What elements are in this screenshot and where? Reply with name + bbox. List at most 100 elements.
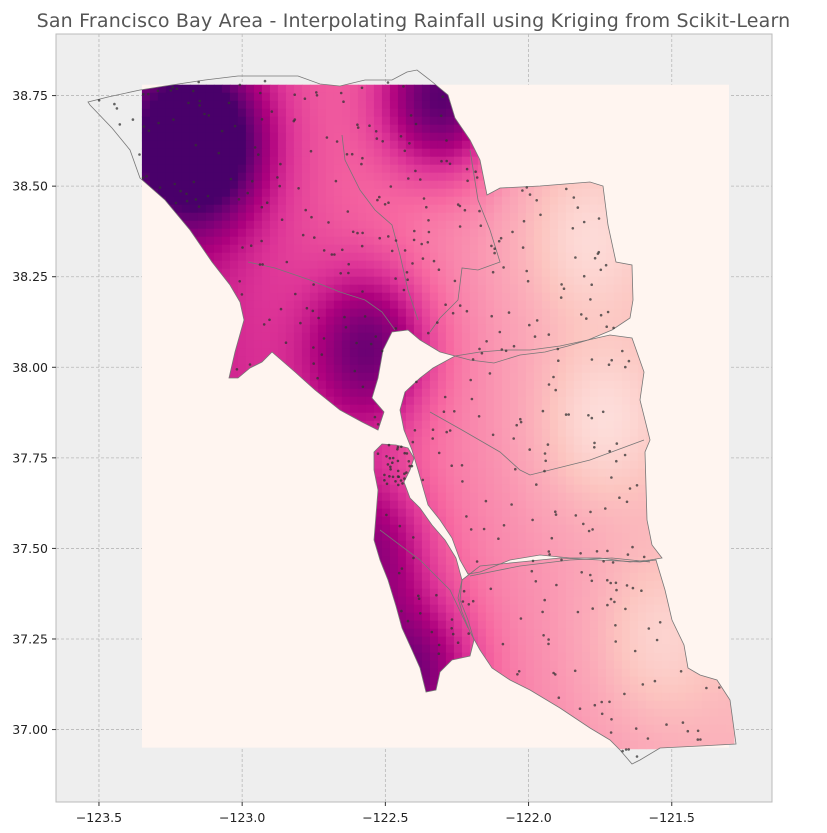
heatmap-cell bbox=[445, 252, 455, 262]
heatmap-cell bbox=[557, 196, 567, 206]
heatmap-cell bbox=[389, 564, 399, 574]
heatmap-cell bbox=[429, 108, 439, 118]
heatmap-cell bbox=[341, 356, 351, 366]
heatmap-cell bbox=[349, 108, 359, 118]
heatmap-cell bbox=[341, 132, 351, 142]
heatmap-cell bbox=[253, 324, 263, 334]
heatmap-cell bbox=[229, 284, 239, 294]
heatmap-cell bbox=[549, 468, 559, 478]
heatmap-cell bbox=[645, 588, 655, 598]
heatmap-cell bbox=[573, 556, 583, 566]
heatmap-cell bbox=[477, 228, 487, 238]
heatmap-cell bbox=[541, 220, 551, 230]
heatmap-cell bbox=[237, 276, 247, 286]
heatmap-cell bbox=[589, 420, 599, 430]
heatmap-cell bbox=[397, 524, 407, 534]
heatmap-cell bbox=[197, 148, 207, 158]
heatmap-cell bbox=[557, 412, 567, 422]
heatmap-cell bbox=[205, 236, 215, 246]
heatmap-cell bbox=[549, 244, 559, 254]
heatmap-cell bbox=[493, 204, 503, 214]
heatmap-cell bbox=[645, 580, 655, 590]
heatmap-cell bbox=[397, 284, 407, 294]
heatmap-cell bbox=[477, 460, 487, 470]
heatmap-cell bbox=[437, 388, 447, 398]
heatmap-cell bbox=[413, 308, 423, 318]
heatmap-cell bbox=[661, 612, 671, 622]
heatmap-cell bbox=[621, 292, 631, 302]
heatmap-cell bbox=[341, 372, 351, 382]
heatmap-cell bbox=[341, 156, 351, 166]
heatmap-cell bbox=[261, 276, 271, 286]
heatmap-cell bbox=[381, 140, 391, 150]
heatmap-cell bbox=[445, 612, 455, 622]
heatmap-cell bbox=[485, 500, 495, 510]
heatmap-cell bbox=[613, 500, 623, 510]
heatmap-cell bbox=[509, 596, 519, 606]
heatmap-cell bbox=[325, 124, 335, 134]
heatmap-cell bbox=[565, 236, 575, 246]
heatmap-cell bbox=[397, 188, 407, 198]
heatmap-cell bbox=[421, 132, 431, 142]
heatmap-cell bbox=[437, 404, 447, 414]
heatmap-cell bbox=[365, 332, 375, 342]
heatmap-cell bbox=[573, 324, 583, 334]
heatmap-cell bbox=[573, 500, 583, 510]
heatmap-cell bbox=[141, 100, 151, 110]
heatmap-cell bbox=[469, 316, 479, 326]
heatmap-cell bbox=[349, 284, 359, 294]
heatmap-cell bbox=[421, 420, 431, 430]
heatmap-cell bbox=[261, 292, 271, 302]
heatmap-cell bbox=[469, 148, 479, 158]
heatmap-cell bbox=[493, 372, 503, 382]
heatmap-cell bbox=[373, 324, 383, 334]
heatmap-cell bbox=[293, 132, 303, 142]
heatmap-cell bbox=[229, 212, 239, 222]
heatmap-cell bbox=[461, 292, 471, 302]
heatmap-cell bbox=[613, 356, 623, 366]
heatmap-cell bbox=[501, 244, 511, 254]
heatmap-cell bbox=[341, 108, 351, 118]
heatmap-cell bbox=[341, 140, 351, 150]
heatmap-cell bbox=[605, 460, 615, 470]
heatmap-cell bbox=[597, 284, 607, 294]
heatmap-cell bbox=[429, 436, 439, 446]
heatmap-cell bbox=[245, 244, 255, 254]
heatmap-cell bbox=[421, 284, 431, 294]
heatmap-cell bbox=[293, 340, 303, 350]
heatmap-cell bbox=[469, 516, 479, 526]
heatmap-cell bbox=[621, 484, 631, 494]
heatmap-cell bbox=[245, 100, 255, 110]
heatmap-cell bbox=[573, 404, 583, 414]
heatmap-cell bbox=[509, 508, 519, 518]
heatmap-cell bbox=[389, 524, 399, 534]
heatmap-cell bbox=[389, 588, 399, 598]
heatmap-cell bbox=[565, 252, 575, 262]
heatmap-cell bbox=[149, 100, 159, 110]
heatmap-cell bbox=[445, 420, 455, 430]
heatmap-cell bbox=[397, 532, 407, 542]
heatmap-cell bbox=[573, 292, 583, 302]
heatmap-cell bbox=[445, 124, 455, 134]
heatmap-cell bbox=[197, 108, 207, 118]
heatmap-cell bbox=[349, 356, 359, 366]
heatmap-cell bbox=[389, 204, 399, 214]
heatmap-cell bbox=[557, 356, 567, 366]
heatmap-cell bbox=[445, 412, 455, 422]
heatmap-cell bbox=[597, 188, 607, 198]
heatmap-cell bbox=[381, 468, 391, 478]
heatmap-cell bbox=[589, 180, 599, 190]
heatmap-cell bbox=[445, 436, 455, 446]
heatmap-cell bbox=[229, 372, 239, 382]
heatmap-cell bbox=[365, 244, 375, 254]
heatmap-cell bbox=[189, 124, 199, 134]
heatmap-cell bbox=[373, 116, 383, 126]
heatmap-cell bbox=[517, 612, 527, 622]
heatmap-cell bbox=[525, 532, 535, 542]
heatmap-cell bbox=[365, 212, 375, 222]
heatmap-cell bbox=[397, 148, 407, 158]
heatmap-cell bbox=[645, 596, 655, 606]
heatmap-cell bbox=[517, 420, 527, 430]
heatmap-cell bbox=[301, 260, 311, 270]
heatmap-cell bbox=[189, 84, 199, 94]
